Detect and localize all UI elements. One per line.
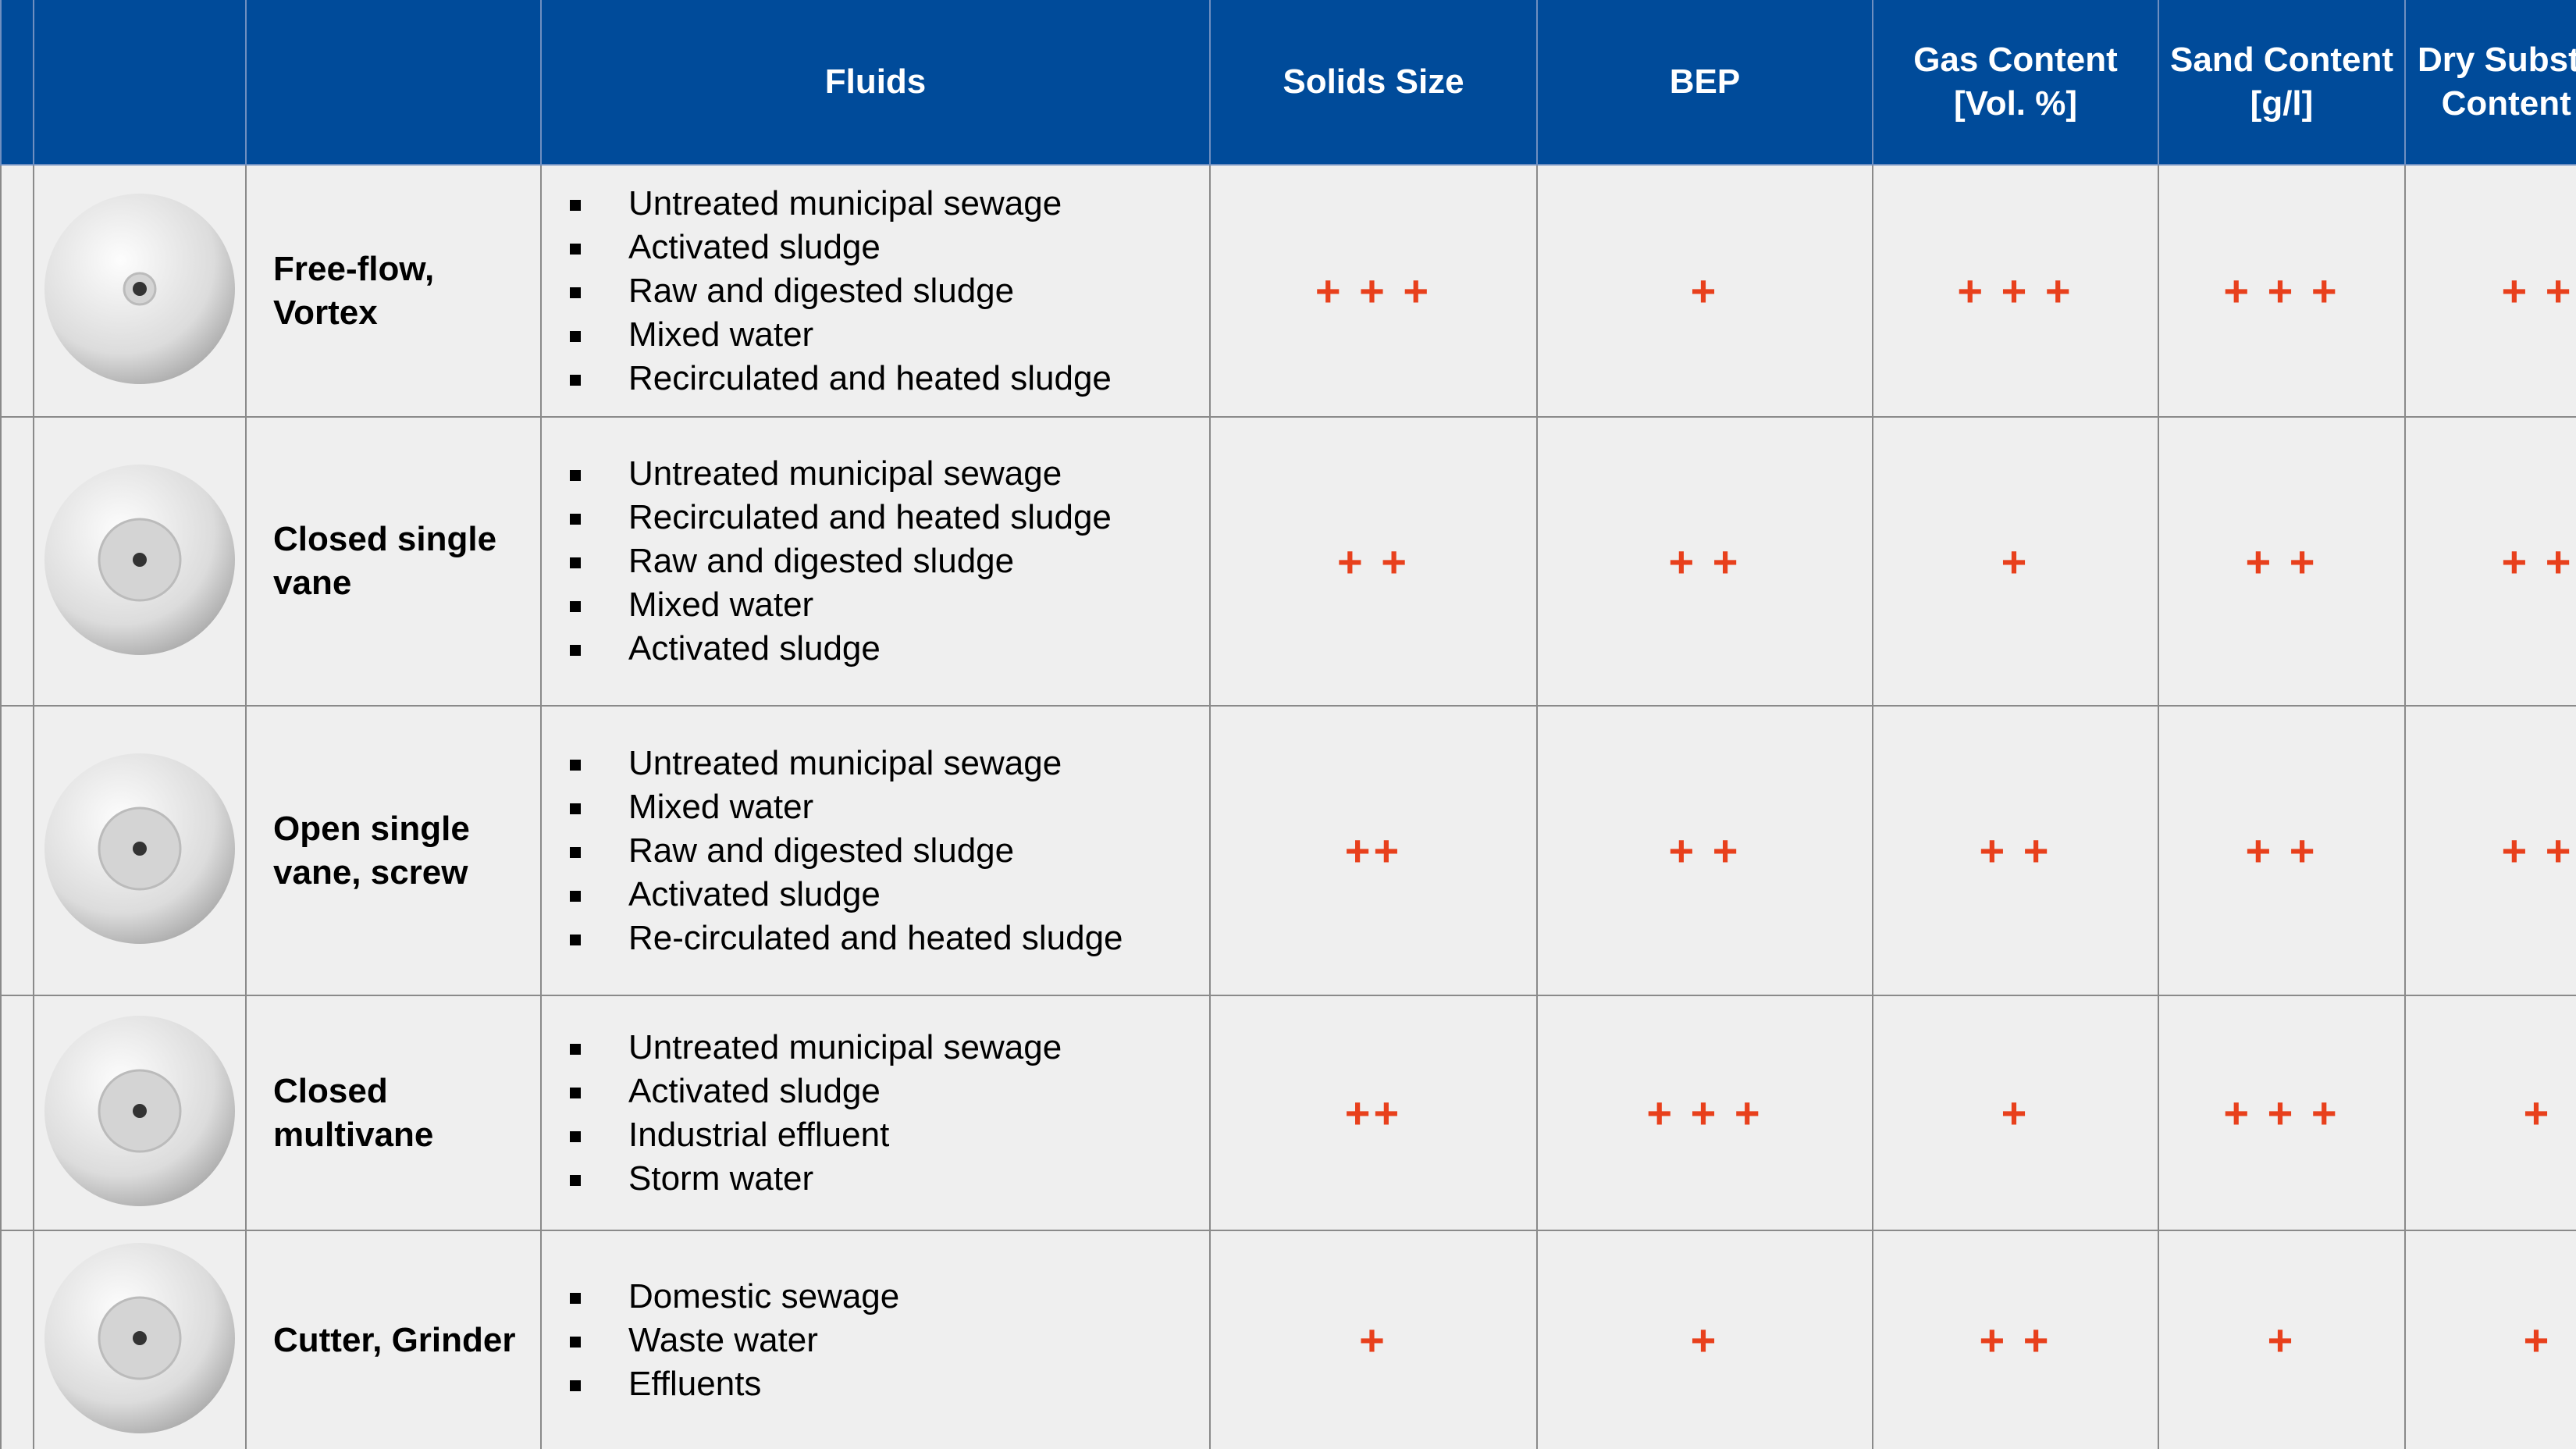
rating: + + <box>1209 416 1538 707</box>
fluid-item: Domestic sewage <box>570 1275 1208 1319</box>
rating: + <box>1536 1230 1873 1449</box>
impeller-name: Closed single vane <box>245 416 542 707</box>
column-header: Sand Content [g/l] <box>2158 0 2406 166</box>
column-header: Fluids <box>540 0 1211 166</box>
fluids-cell: Untreated municipal sewage Activated slud… <box>540 995 1211 1231</box>
fluid-item: Raw and digested sludge <box>570 539 1208 583</box>
fluid-item: Raw and digested sludge <box>570 269 1208 313</box>
rating: + + <box>1536 705 1873 996</box>
fluid-item: Untreated municipal sewage <box>570 742 1208 785</box>
fluid-item: Mixed water <box>570 785 1208 829</box>
spacer-cell <box>0 164 34 418</box>
column-header: Gas Content [Vol. %] <box>1872 0 2159 166</box>
impeller-icon <box>44 753 235 944</box>
impeller-image <box>33 164 247 418</box>
rating: + + + <box>1209 164 1538 418</box>
spacer-cell <box>0 1230 34 1449</box>
impeller-name: Closed multivane <box>245 995 542 1231</box>
header-cell <box>245 0 542 166</box>
table-row: Open single vane, screw Untreated municip… <box>0 705 2576 996</box>
fluid-item: Raw and digested sludge <box>570 829 1208 873</box>
impeller-icon <box>44 194 235 384</box>
rating: ++ <box>1209 995 1538 1231</box>
impeller-name: Free-flow, Vortex <box>245 164 542 418</box>
rating: + + + <box>1536 995 1873 1231</box>
fluid-item: Activated sludge <box>570 627 1208 671</box>
table-row: Closed single vane Untreated municipal se… <box>0 416 2576 707</box>
rating: + + <box>1536 416 1873 707</box>
rating: ++ <box>1209 705 1538 996</box>
rating: + + + <box>2158 995 2406 1231</box>
header-row: Fluids Solids Size BEP Gas Content [Vol. %]… <box>0 0 2576 166</box>
rating: + <box>1209 1230 1538 1449</box>
rating: + + <box>2158 416 2406 707</box>
rating: + + <box>2404 164 2576 418</box>
impeller-icon <box>44 464 235 655</box>
impeller-name: Cutter, Grinder <box>245 1230 542 1449</box>
rating: + + <box>1872 1230 2159 1449</box>
rating: + <box>2158 1230 2406 1449</box>
spacer-cell <box>0 995 34 1231</box>
impeller-image <box>33 995 247 1231</box>
rating: + + + <box>1872 164 2159 418</box>
column-header: Dry Substance Content [%] <box>2404 0 2576 166</box>
fluid-item: Untreated municipal sewage <box>570 182 1208 226</box>
rating: + <box>1872 995 2159 1231</box>
rating: + + <box>2404 416 2576 707</box>
fluid-item: Industrial effluent <box>570 1113 1208 1157</box>
fluid-item: Waste water <box>570 1319 1208 1362</box>
rating: + <box>1872 416 2159 707</box>
fluids-cell: Untreated municipal sewage Recirculated a… <box>540 416 1211 707</box>
fluid-item: Mixed water <box>570 583 1208 627</box>
rating: + <box>2404 995 2576 1231</box>
rating: + + + <box>2158 164 2406 418</box>
fluids-cell: Untreated municipal sewage Activated slud… <box>540 164 1211 418</box>
column-header: Solids Size <box>1209 0 1538 166</box>
impeller-image <box>33 1230 247 1449</box>
header-cell <box>33 0 247 166</box>
header-cell <box>0 0 34 166</box>
impeller-name: Open single vane, screw <box>245 705 542 996</box>
rating: + + <box>2158 705 2406 996</box>
spacer-cell <box>0 416 34 707</box>
fluid-item: Re-circulated and heated sludge <box>570 917 1208 960</box>
fluid-item: Untreated municipal sewage <box>570 452 1208 496</box>
fluid-item: Mixed water <box>570 313 1208 357</box>
table-row: Closed multivane Untreated municipal sewa… <box>0 995 2576 1231</box>
rating: + <box>1536 164 1873 418</box>
rating: + <box>2404 1230 2576 1449</box>
column-header: BEP <box>1536 0 1873 166</box>
fluid-item: Untreated municipal sewage <box>570 1026 1208 1070</box>
table-body: Free-flow, Vortex Untreated municipal sew… <box>0 164 2576 1449</box>
table-row: Free-flow, Vortex Untreated municipal sew… <box>0 164 2576 418</box>
impeller-icon <box>44 1016 235 1206</box>
fluid-item: Activated sludge <box>570 873 1208 917</box>
rating: + + <box>1872 705 2159 996</box>
impeller-image <box>33 416 247 707</box>
fluid-item: Storm water <box>570 1157 1208 1201</box>
fluid-item: Effluents <box>570 1362 1208 1406</box>
impeller-icon <box>44 1243 235 1433</box>
rating: + + <box>2404 705 2576 996</box>
fluid-item: Recirculated and heated sludge <box>570 496 1208 539</box>
fluids-cell: Domestic sewage Waste water Effluents <box>540 1230 1211 1449</box>
fluid-item: Activated sludge <box>570 1070 1208 1113</box>
fluid-item: Recirculated and heated sludge <box>570 357 1208 401</box>
impeller-image <box>33 705 247 996</box>
fluids-cell: Untreated municipal sewage Mixed water Raw… <box>540 705 1211 996</box>
table-row: Cutter, Grinder Domestic sewage Waste wate… <box>0 1230 2576 1449</box>
spacer-cell <box>0 705 34 996</box>
fluid-item: Activated sludge <box>570 226 1208 269</box>
